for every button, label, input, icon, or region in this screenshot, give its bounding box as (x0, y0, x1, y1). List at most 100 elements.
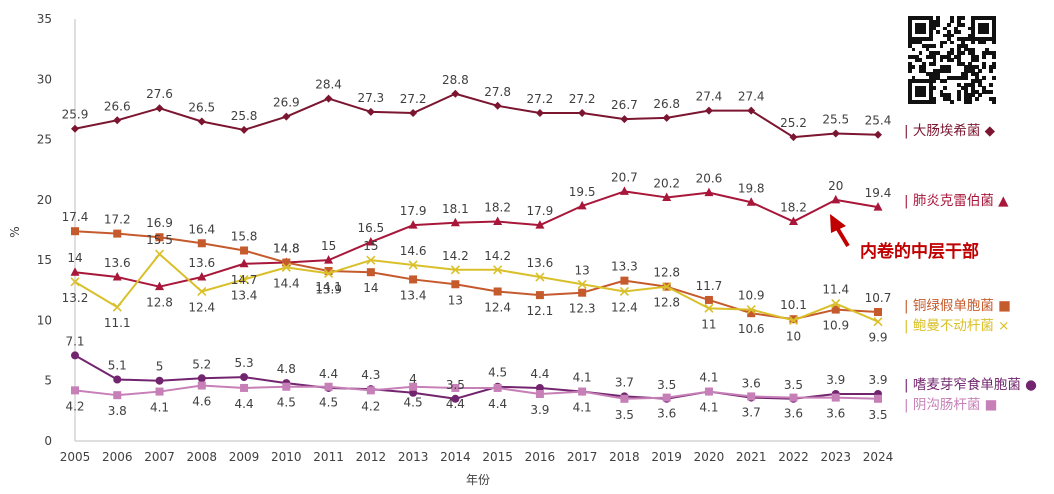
data-point (408, 220, 418, 229)
x-tick-label: 2021 (736, 450, 767, 464)
data-point (112, 302, 122, 312)
data-point (366, 107, 375, 116)
data-point (746, 305, 756, 315)
data-label: 3.8 (108, 404, 127, 418)
data-point (282, 112, 291, 121)
data-point (240, 383, 249, 392)
data-point (577, 279, 587, 289)
data-label: 17.9 (400, 204, 427, 218)
data-point (70, 267, 80, 276)
data-point (831, 393, 840, 402)
data-point (239, 258, 249, 268)
data-point (71, 351, 79, 360)
data-label: 27.4 (738, 90, 765, 104)
y-tick-label: 15 (37, 253, 52, 267)
data-point (324, 255, 334, 264)
data-label: 27.2 (400, 92, 427, 106)
data-point (71, 227, 79, 236)
data-point (535, 291, 544, 300)
data-label: 19.4 (865, 186, 892, 200)
x-tick-label: 2019 (651, 450, 682, 464)
x-tick-label: 2022 (778, 450, 809, 464)
data-label: 3.5 (784, 378, 803, 392)
data-label: 4.4 (235, 397, 254, 411)
chart-legend: | 大肠埃希菌 ◆ | 肺炎克雷伯菌 ▲ | 铜绿假单胞菌 ■ | 鲍曼不动杆菌 × |… (904, 123, 1037, 413)
data-point (493, 383, 502, 392)
data-label: 4.8 (277, 362, 296, 376)
data-point (113, 229, 122, 238)
data-point (451, 89, 460, 98)
data-point (620, 115, 629, 124)
annotation-text: 内卷的中层干部 (860, 241, 979, 262)
data-point (662, 282, 672, 292)
data-point (578, 387, 587, 396)
data-point (197, 286, 207, 297)
data-label: 4.1 (573, 401, 592, 415)
data-label: 4.4 (319, 367, 338, 381)
data-label: 26.8 (653, 97, 680, 111)
data-label: 13.6 (188, 256, 215, 270)
data-label: 14.2 (484, 249, 511, 263)
data-point (282, 382, 291, 391)
data-label: 10.9 (738, 289, 765, 303)
data-label: 3.6 (826, 407, 845, 421)
data-point (619, 286, 629, 297)
x-tick-label: 2017 (567, 450, 598, 464)
data-label: 15 (321, 239, 336, 253)
data-point (324, 382, 333, 391)
data-point (493, 265, 503, 275)
data-label: 3.7 (615, 375, 634, 389)
data-point (366, 237, 376, 246)
data-point (240, 125, 249, 134)
data-label: 3.5 (446, 378, 465, 392)
data-label: 13.4 (231, 288, 258, 302)
data-label: 11.4 (822, 283, 849, 297)
data-label: 26.5 (188, 100, 215, 114)
y-tick-label: 20 (37, 193, 52, 207)
data-point (409, 109, 418, 118)
data-point (113, 116, 122, 125)
data-label: 27.3 (357, 91, 384, 105)
data-point (789, 315, 798, 324)
data-point (746, 197, 756, 206)
data-point (662, 393, 671, 402)
legend-label-3: | 鲍曼不动杆菌 × (904, 318, 1009, 334)
y-axis-title: % (8, 226, 22, 237)
data-label: 4.1 (699, 371, 718, 385)
data-point (662, 113, 671, 122)
data-label: 3.5 (615, 408, 634, 422)
data-point (620, 394, 629, 403)
data-label: 14.6 (400, 244, 427, 258)
data-point (154, 249, 165, 259)
data-label: 28.4 (315, 78, 342, 92)
data-label: 14.4 (273, 276, 300, 290)
x-tick-label: 2009 (229, 450, 260, 464)
y-tick-label: 0 (44, 434, 52, 448)
data-point (324, 268, 334, 278)
data-label: 25.8 (231, 109, 258, 123)
data-point (408, 260, 418, 270)
data-point (281, 262, 291, 272)
data-point (112, 272, 122, 281)
data-point (493, 287, 502, 296)
data-label: 17.2 (104, 213, 131, 227)
data-label: 18.2 (780, 201, 807, 215)
data-point (873, 202, 883, 211)
data-label: 11.1 (104, 316, 131, 330)
data-label: 11 (701, 317, 716, 331)
data-point (366, 268, 375, 277)
data-point (535, 389, 544, 398)
legend-label-0: | 大肠埃希菌 ◆ (904, 123, 996, 139)
data-point (155, 387, 164, 396)
data-label: 12.8 (653, 296, 680, 310)
data-label: 25.4 (865, 114, 892, 128)
data-label: 12.4 (188, 300, 215, 314)
data-label: 4.3 (361, 368, 380, 382)
data-label: 27.2 (569, 92, 596, 106)
data-label: 9.9 (868, 331, 887, 345)
data-point (577, 200, 587, 210)
data-label: 15.8 (231, 229, 258, 243)
data-point (451, 383, 460, 392)
data-label: 25.5 (822, 113, 849, 127)
